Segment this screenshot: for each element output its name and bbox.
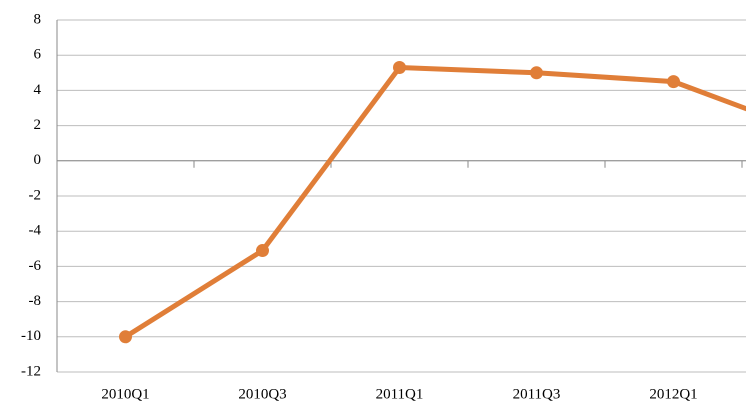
y-tick-label: -12 [21,363,41,379]
point [119,330,132,344]
y-tick-label: -6 [29,258,42,274]
point [667,75,680,89]
y-tick-label: -2 [29,187,42,203]
y-tick-label: -10 [21,328,41,344]
x-tick-label: 2010Q3 [238,386,286,402]
x-tick-label: 2011Q1 [376,386,424,402]
plot: -12 -10 -8 -6 -4 -2 0 2 4 6 8 2010Q1 2010Q3 2011Q1 201… [21,11,746,402]
y-tick-label: -4 [29,223,42,239]
y-tick-label: 0 [34,152,42,168]
x-tick-label: 2011Q3 [513,386,561,402]
y-tick-label: 8 [34,11,42,27]
x-tick-label: 2012Q1 [649,386,697,402]
point [393,61,406,75]
point [530,66,543,80]
y-tick-label: -8 [29,293,42,309]
y-tick-label: 6 [34,47,42,63]
y-tick-label: 2 [34,117,42,133]
line [124,65,746,339]
x-tick-label: 2010Q1 [101,386,149,402]
point [256,244,269,258]
y-tick-label: 4 [34,82,42,98]
